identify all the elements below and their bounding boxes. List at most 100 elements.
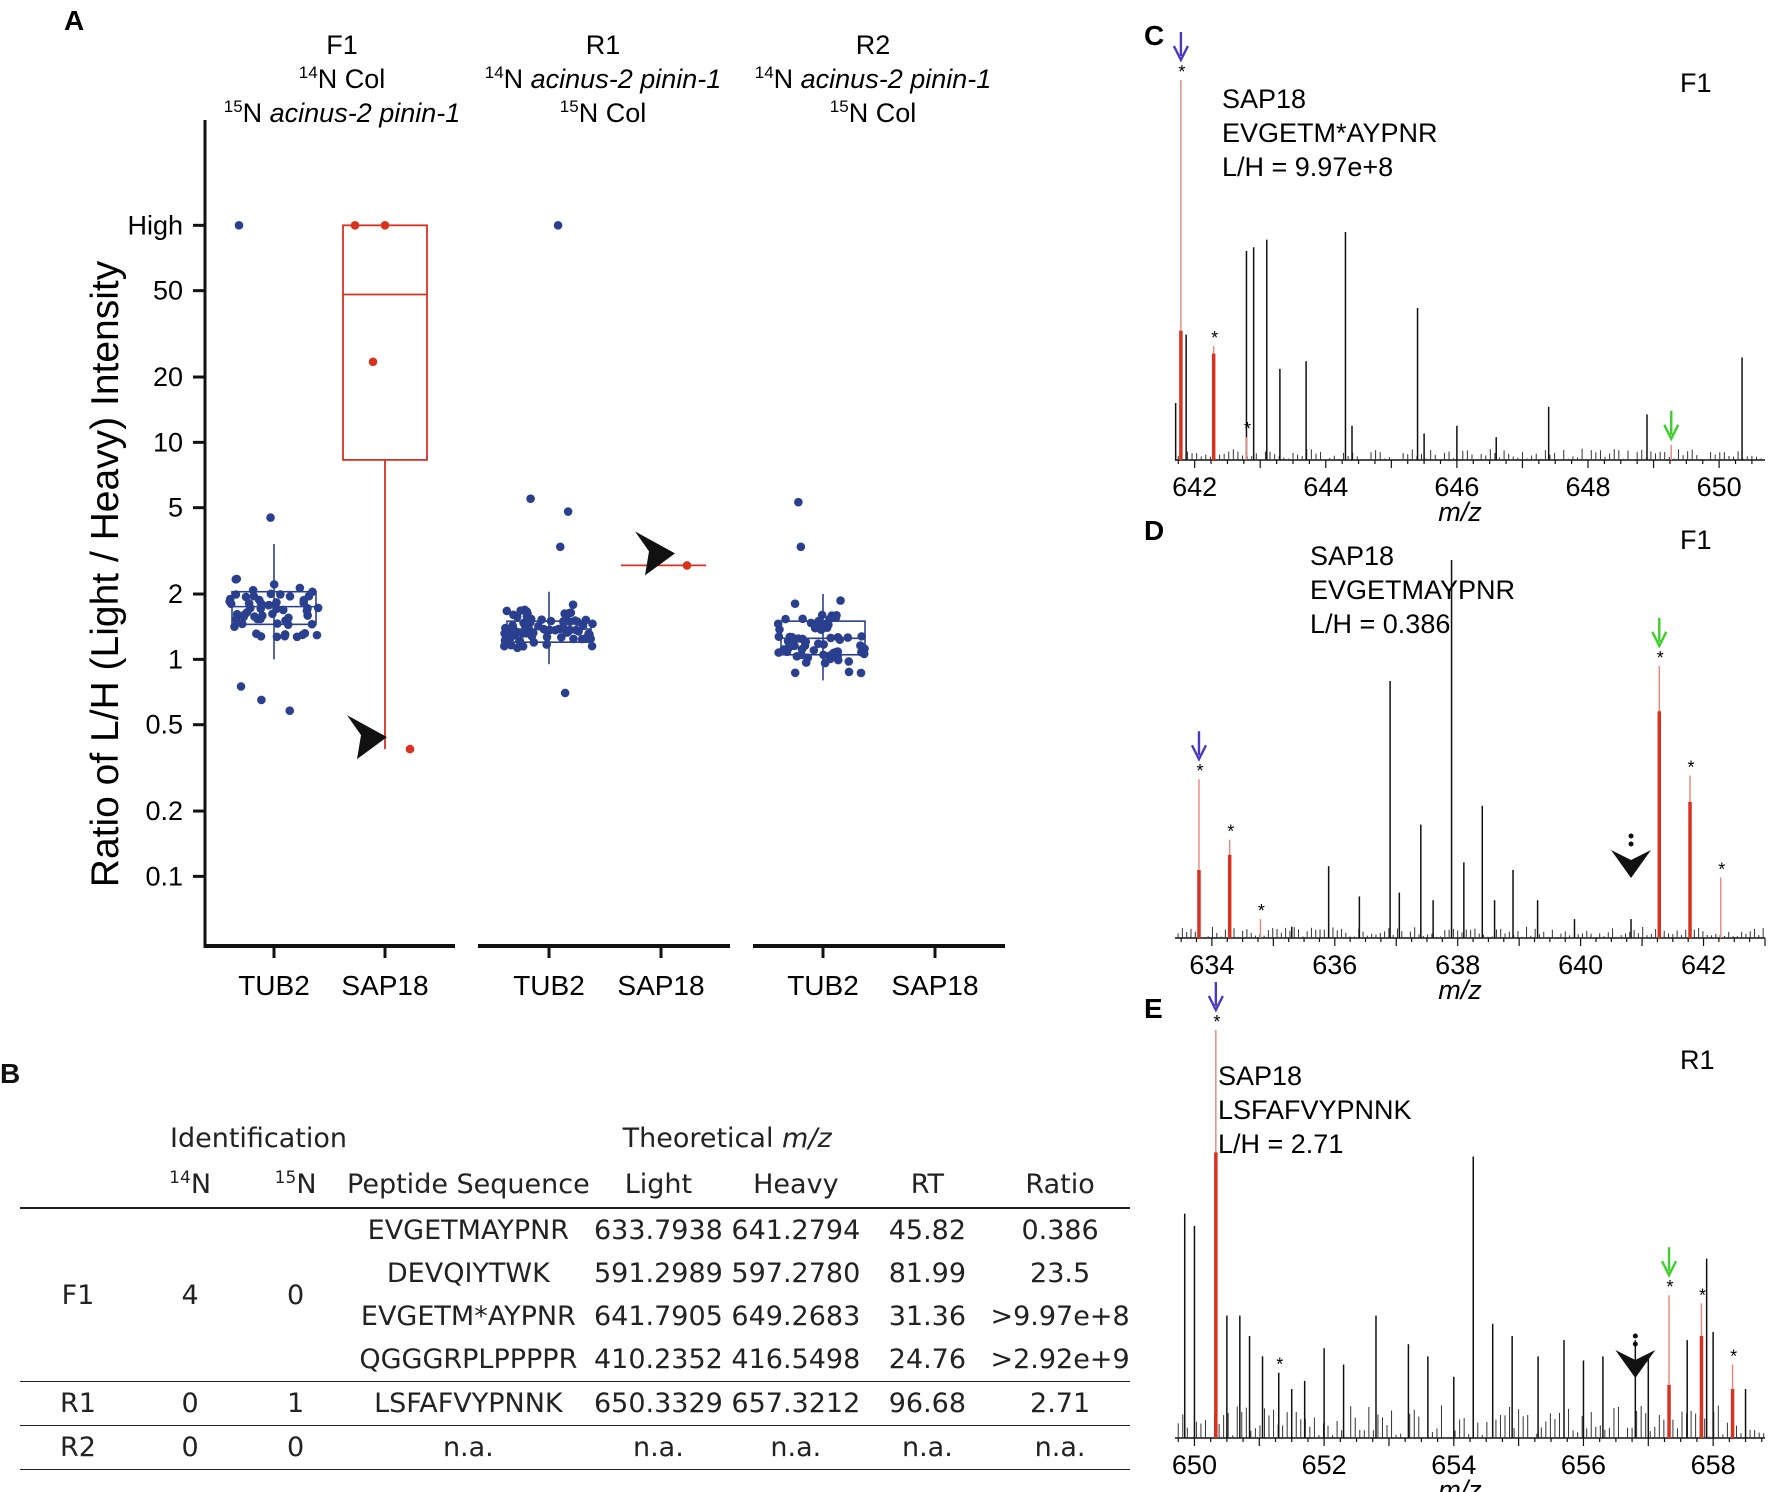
outlier-point	[553, 221, 563, 230]
table-row: R2 0 0 n.a. n.a. n.a. n.a. n.a.	[20, 1425, 1130, 1470]
x-axis-title: m/z	[1438, 1475, 1482, 1492]
peak-star: *	[1258, 901, 1265, 921]
peak-star: *	[1730, 1347, 1737, 1367]
data-point	[380, 221, 390, 230]
cell-n15: 0	[244, 1207, 348, 1382]
cell-light: 650.3329	[589, 1381, 728, 1426]
peptide-protein: SAP18	[1218, 1061, 1302, 1091]
data-point	[350, 221, 360, 230]
peak-star: *	[1657, 648, 1664, 668]
cell-heavy: 597.2780	[731, 1258, 861, 1289]
cell-n14: 0	[136, 1425, 245, 1470]
group-line2: 15N Col	[830, 97, 916, 128]
y-tick-label: 20	[153, 362, 183, 392]
data-point	[565, 617, 575, 626]
y-tick-label: 2	[168, 579, 183, 609]
cell-n15: 0	[244, 1425, 348, 1470]
isotope-sup: 14	[485, 63, 504, 82]
peak-arrowhead	[1663, 424, 1680, 442]
outlier-point	[257, 695, 266, 705]
data-point	[284, 613, 293, 623]
x-tick-label: 654	[1431, 1450, 1476, 1480]
data-point	[518, 629, 527, 638]
group-line2: 15N acinus-2 pinin-1	[224, 97, 461, 128]
peak-arrowhead	[1651, 631, 1668, 649]
data-point	[252, 629, 261, 639]
outlier-point	[560, 688, 570, 698]
data-point	[405, 744, 415, 754]
y-tick-label: 0.1	[145, 861, 183, 891]
data-point	[522, 620, 531, 629]
peak-star: *	[1227, 822, 1234, 842]
x-tick-label: 634	[1189, 950, 1234, 980]
data-point	[835, 635, 845, 645]
cell-light: n.a.	[589, 1425, 728, 1470]
cell-light: 591.2989	[593, 1258, 723, 1289]
data-point	[529, 638, 539, 647]
data-point	[857, 632, 866, 641]
data-point	[844, 667, 854, 677]
data-point	[790, 599, 800, 608]
peptide-sequence: EVGETM*AYPNR	[1222, 118, 1438, 148]
peptide-sequence: EVGETMAYPNR	[1310, 575, 1515, 605]
missing-peak-arrow	[1615, 1350, 1656, 1378]
data-point	[258, 611, 267, 620]
data-point	[502, 606, 512, 616]
spectrum-c: 642 644 646 648 650 m/z * * * SAP18 EVGETM*AYPNR L/…	[1172, 32, 1765, 527]
data-point	[827, 611, 837, 620]
data-point	[568, 600, 578, 609]
run-label: F1	[1680, 525, 1712, 555]
isotope-n: N	[318, 64, 345, 94]
x-axis-labels: TUB2 SAP18 TUB2 SAP18 TUB2 SAP18	[205, 944, 1005, 1001]
cell-ratio: 23.5	[1030, 1258, 1091, 1289]
x-tick-label: TUB2	[787, 970, 859, 1001]
col-15n-sup: 15	[274, 1168, 297, 1188]
table-row: DEVQIYTWK 591.2989 597.2780 81.99 23.5	[20, 1252, 1130, 1295]
cell-heavy: 641.2794	[727, 1207, 865, 1252]
cell-run: R2	[20, 1425, 137, 1470]
arrow-dot	[1632, 1333, 1638, 1339]
data-point	[232, 609, 242, 619]
data-point	[810, 619, 820, 629]
peak-arrowhead	[1172, 45, 1189, 63]
data-point	[509, 610, 518, 620]
isotope-sup: 14	[755, 63, 774, 82]
data-point	[537, 615, 546, 624]
x-tick-label: 642	[1172, 472, 1217, 502]
isotope-sup: 14	[299, 63, 318, 82]
isotope-n: N	[849, 98, 876, 128]
cell-n15: 1	[244, 1381, 348, 1426]
x-tick-label: SAP18	[341, 970, 428, 1001]
data-point	[587, 641, 597, 651]
spectrum-e: 650 652 654 656 658 m/z * * * * * SAP18 LSFAFVYPNNK L…	[1172, 982, 1765, 1492]
peptide-table: Identification Theoretical m/z 14N 15N P…	[20, 1115, 1130, 1470]
data-point	[244, 599, 254, 608]
x-tick-label: 638	[1435, 950, 1480, 980]
peak-star: *	[1213, 1012, 1220, 1032]
col-14n-sup: 14	[169, 1168, 191, 1188]
isotope-sup: 15	[830, 97, 849, 116]
header-theoretical-text: Theoretical	[622, 1122, 774, 1154]
peak-star: *	[1699, 1285, 1706, 1305]
panel-label-b: B	[0, 1058, 21, 1089]
outlier-point	[234, 221, 244, 230]
col-rt: RT	[910, 1168, 945, 1200]
header-identification-text: Identification	[170, 1122, 348, 1154]
panel-label-d: D	[1144, 515, 1164, 546]
group-line1: 14N acinus-2 pinin-1	[755, 63, 992, 94]
peak-star: *	[1718, 860, 1725, 880]
x-tick-label: 656	[1561, 1450, 1606, 1480]
x-tick-label: 646	[1434, 472, 1479, 502]
x-tick-label: 658	[1691, 1450, 1736, 1480]
data-point	[774, 632, 784, 642]
data-point	[242, 607, 252, 617]
data-point	[250, 612, 259, 621]
data-point	[534, 621, 543, 631]
outlier-point	[563, 507, 573, 516]
spectrum-d: 634 636 638 640 642 m/z * * * * * * SAP18 EVGETMAYPNR…	[1175, 525, 1766, 1005]
cell-n14: 4	[136, 1207, 245, 1382]
data-point	[285, 592, 295, 601]
data-point	[500, 629, 509, 638]
data-point	[833, 655, 843, 665]
